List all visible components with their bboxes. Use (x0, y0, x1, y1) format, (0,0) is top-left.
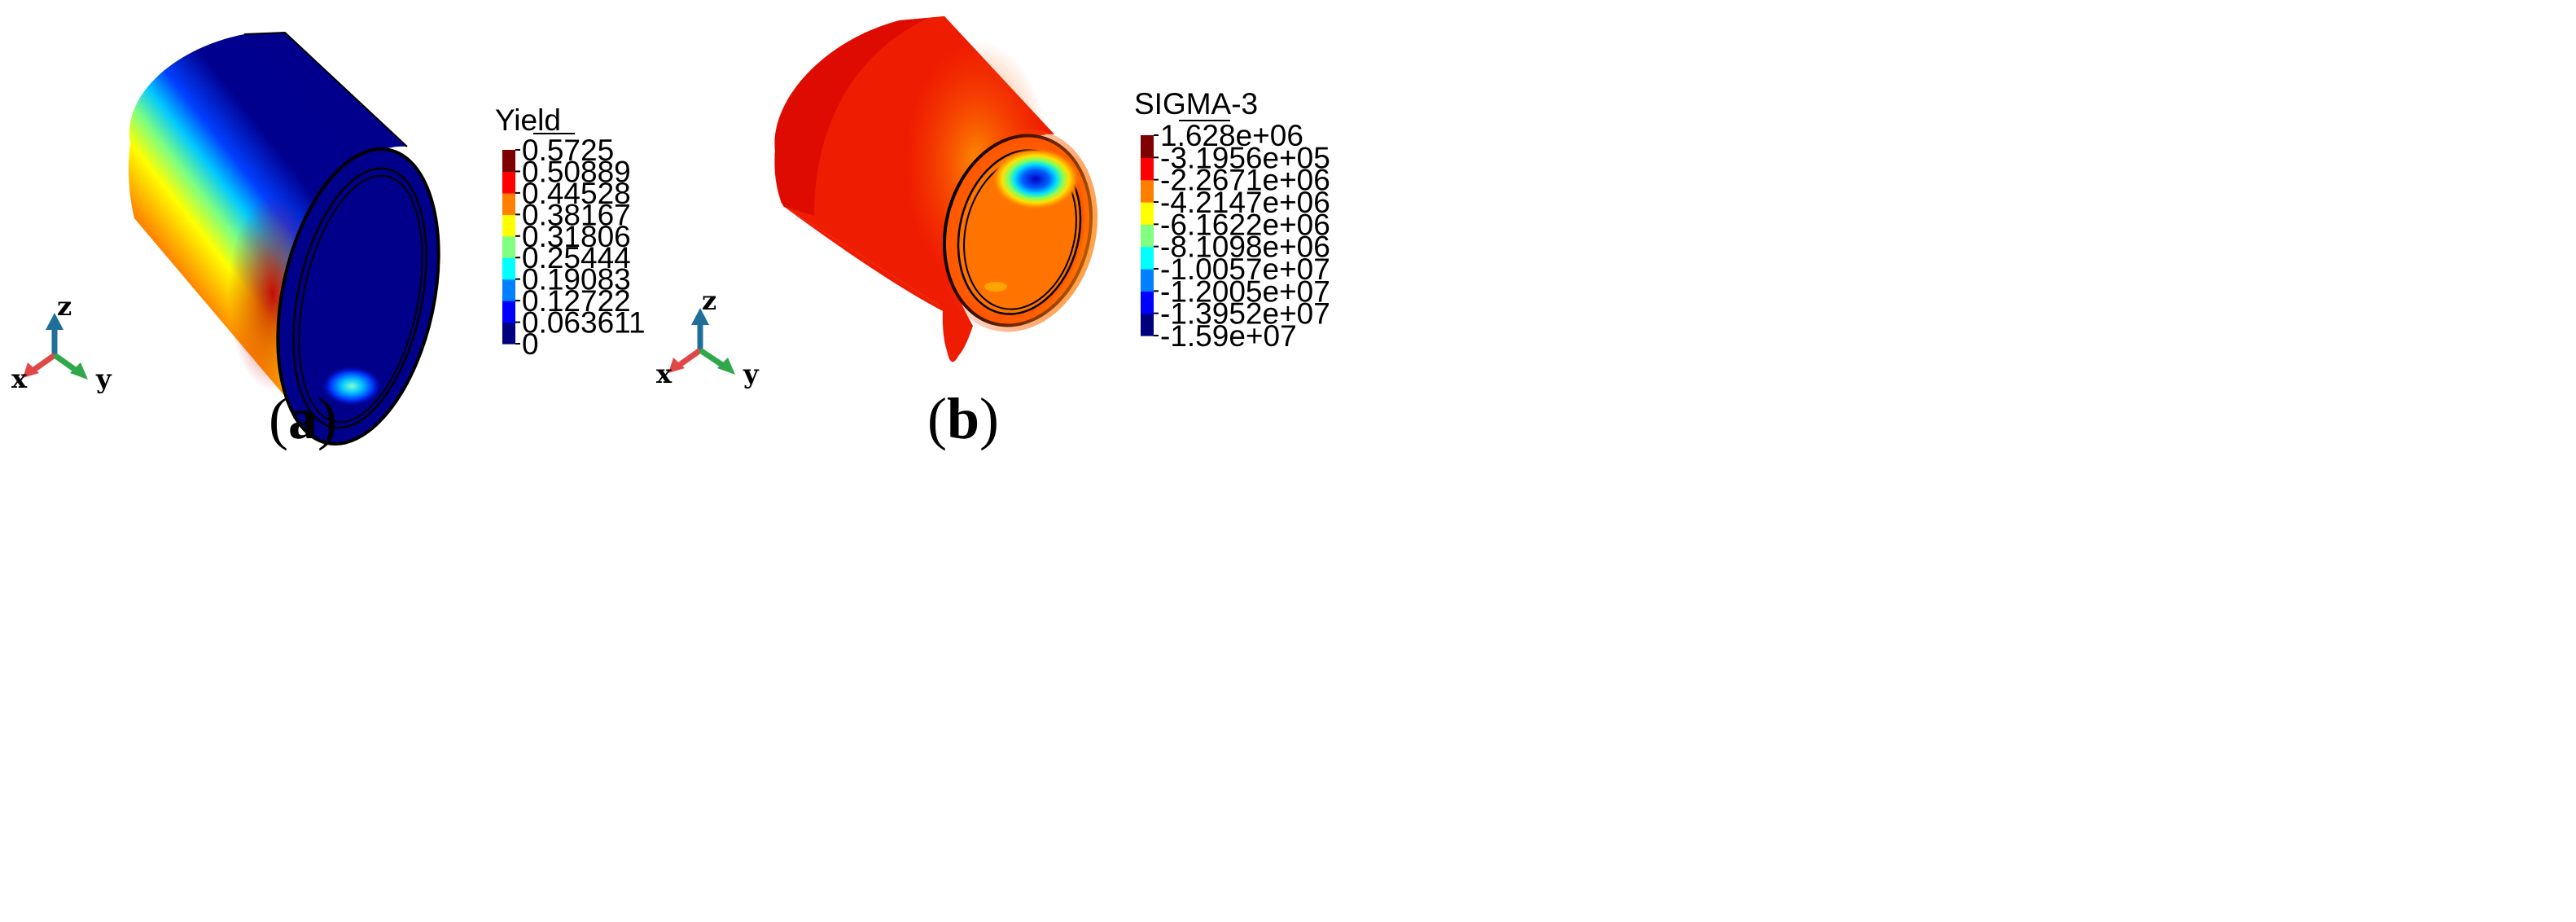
axis-y-arrowhead (717, 358, 735, 375)
inner-hotspot (321, 366, 383, 406)
colorbar-segment (502, 322, 515, 345)
cylinder-rim-glow (937, 129, 1098, 332)
legend-yield: Yield 0.57250.508890.445280.381670.31806… (495, 103, 646, 361)
colorbar-segment (1141, 269, 1154, 292)
tick-label: -1.3952e+07 (1160, 297, 1330, 331)
axis-x-arrowhead (668, 358, 685, 373)
colorbar-segment (1141, 313, 1154, 336)
panel-a: Yield 0.57250.508890.445280.381670.31806… (11, 31, 646, 451)
axis-y-label: y (95, 363, 112, 394)
colorbar-ticks: 0.57250.508890.445280.381670.318060.2544… (515, 134, 646, 361)
cylinder-left-shade (774, 18, 928, 216)
panel-label-a: (a) (269, 386, 337, 451)
inner-warm-spot (984, 282, 1007, 292)
legend-title: SIGMA-3 (1134, 87, 1258, 121)
tick-label: -3.1956e+05 (1160, 141, 1330, 174)
tick-label: 0.063611 (522, 306, 646, 340)
panel-b: SIGMA-3 1.628e+06-3.1956e+05-2.2671e+06-… (656, 16, 1330, 451)
tick-label: 0.44528 (522, 177, 631, 210)
axis-triad: z x y (11, 291, 112, 394)
inner-stress-concentration (992, 148, 1080, 210)
colorbar-segment (502, 257, 515, 280)
colorbar-segment (502, 235, 515, 258)
panel-label-b: (b) (927, 386, 999, 451)
axis-triad: z x y (656, 285, 760, 389)
legend-title: Yield (495, 103, 561, 137)
tick-label: -2.2671e+06 (1160, 164, 1330, 197)
axis-z-arrowhead (46, 313, 64, 330)
axis-z-label: z (57, 291, 72, 322)
axis-y-label: y (743, 358, 760, 389)
tick-label: 0.5725 (522, 134, 614, 167)
colorbar-segment (1141, 291, 1154, 314)
tick-label: 0.25444 (522, 241, 631, 274)
colorbar-segment (502, 214, 515, 237)
axis-z-arrowhead (691, 308, 709, 325)
tick-label: -6.1622e+06 (1160, 208, 1330, 241)
tick-label: 0.38167 (522, 198, 631, 231)
tick-label: 0.50889 (522, 155, 631, 188)
tick-label: 0.19083 (522, 263, 631, 296)
colorbar-segment (502, 192, 515, 215)
colorbar (502, 150, 515, 345)
colorbar-segment (502, 171, 515, 194)
colorbar (1141, 135, 1154, 336)
cylinder-top-edge (243, 31, 408, 147)
axis-x-label: x (11, 363, 28, 394)
cylinder-front-face (276, 147, 440, 446)
tick-label: -1.59e+07 (1160, 319, 1297, 353)
colorbar-ticks: 1.628e+06-3.1956e+05-2.2671e+06-4.2147e+… (1154, 119, 1330, 353)
axis-z-label: z (702, 285, 716, 316)
tick-label: 0 (522, 327, 539, 361)
axis-x-label: x (656, 358, 672, 389)
cylinder-sigma3-plot (774, 16, 1098, 362)
tick-label: -1.0057e+07 (1160, 252, 1330, 286)
cylinder-body-lower (783, 206, 969, 324)
tick-label: -4.2147e+06 (1160, 186, 1330, 219)
colorbar-segment (502, 279, 515, 301)
tick-label: -1.2005e+07 (1160, 274, 1330, 308)
tick-label: 0.31806 (522, 220, 631, 253)
legend-sigma3: SIGMA-3 1.628e+06-3.1956e+05-2.2671e+06-… (1134, 87, 1330, 353)
cylinder-inner-rim-2 (298, 174, 423, 424)
cylinder-inner-rim (292, 167, 427, 429)
axis-y-arrowhead (70, 362, 88, 380)
colorbar-segment (1141, 224, 1154, 248)
colorbar-segment (1141, 157, 1154, 181)
colorbar-segment (1141, 179, 1154, 203)
colorbar-segment (1141, 246, 1154, 270)
colorbar-segment (1141, 135, 1154, 158)
colorbar-segment (502, 301, 515, 323)
colorbar-segment (502, 150, 515, 173)
tick-label: 0.12722 (522, 284, 631, 318)
cylinder-yield-plot (128, 31, 440, 446)
colorbar-segment (1141, 202, 1154, 225)
tick-label: 1.628e+06 (1160, 119, 1303, 152)
axis-x-arrowhead (23, 362, 39, 378)
tick-label: -8.1098e+06 (1160, 230, 1330, 264)
